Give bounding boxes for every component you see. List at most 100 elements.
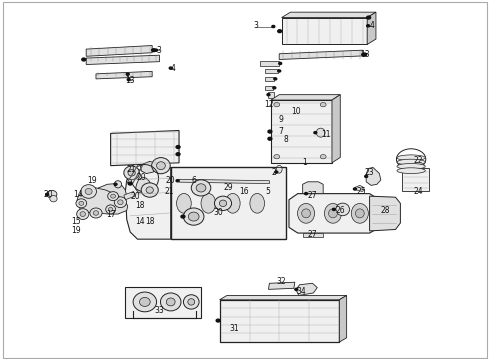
Ellipse shape (274, 103, 280, 107)
Ellipse shape (215, 196, 232, 211)
Text: 20: 20 (166, 176, 175, 185)
Circle shape (367, 16, 370, 19)
Ellipse shape (183, 295, 199, 309)
Circle shape (365, 175, 368, 177)
Circle shape (305, 193, 308, 195)
Circle shape (367, 25, 369, 27)
Text: 5: 5 (266, 187, 270, 196)
Text: 17: 17 (106, 210, 115, 219)
Text: 19: 19 (88, 176, 98, 185)
Ellipse shape (108, 192, 119, 201)
Text: 20: 20 (137, 173, 146, 182)
Text: 30: 30 (213, 208, 223, 217)
Ellipse shape (397, 168, 425, 174)
Polygon shape (96, 71, 152, 79)
Text: 9: 9 (278, 114, 283, 123)
Text: 11: 11 (321, 130, 330, 139)
Ellipse shape (397, 155, 425, 161)
Ellipse shape (336, 203, 349, 216)
Ellipse shape (152, 158, 170, 174)
Text: 33: 33 (155, 306, 164, 315)
Ellipse shape (351, 203, 368, 223)
Circle shape (267, 94, 270, 96)
Text: 13: 13 (360, 50, 369, 59)
Ellipse shape (397, 163, 425, 169)
Polygon shape (86, 55, 159, 64)
Circle shape (176, 180, 179, 182)
Ellipse shape (329, 209, 337, 218)
Text: 25: 25 (356, 187, 366, 196)
Circle shape (295, 288, 298, 291)
Bar (269, 92, 274, 98)
Ellipse shape (50, 195, 57, 202)
Ellipse shape (324, 203, 342, 223)
Ellipse shape (320, 154, 326, 159)
Text: 18: 18 (145, 217, 154, 226)
Ellipse shape (140, 297, 150, 306)
Circle shape (279, 62, 282, 64)
Ellipse shape (320, 103, 326, 107)
Polygon shape (124, 192, 135, 200)
Ellipse shape (157, 162, 165, 170)
Ellipse shape (141, 183, 158, 197)
Text: 12: 12 (265, 100, 274, 109)
Text: 3: 3 (254, 21, 259, 30)
Polygon shape (179, 179, 270, 184)
Bar (220, 300, 339, 342)
Text: 7: 7 (278, 127, 283, 136)
Text: 10: 10 (292, 107, 301, 116)
Ellipse shape (317, 128, 325, 137)
Circle shape (363, 53, 367, 56)
Polygon shape (91, 184, 127, 206)
Text: 15: 15 (72, 217, 81, 226)
Text: 21: 21 (164, 187, 174, 196)
Bar (265, 77, 274, 81)
Polygon shape (136, 177, 151, 194)
Polygon shape (282, 12, 376, 18)
Circle shape (46, 193, 49, 195)
Circle shape (273, 87, 276, 89)
Ellipse shape (225, 193, 240, 213)
Bar (265, 69, 278, 73)
Text: 20: 20 (44, 190, 53, 199)
Circle shape (216, 319, 220, 322)
Ellipse shape (85, 188, 92, 194)
Ellipse shape (118, 200, 123, 204)
Ellipse shape (106, 205, 116, 214)
Text: 21: 21 (127, 166, 136, 175)
Text: 19: 19 (72, 226, 81, 235)
Ellipse shape (79, 201, 84, 205)
Ellipse shape (47, 190, 57, 198)
Circle shape (181, 215, 185, 218)
Ellipse shape (191, 180, 211, 196)
Ellipse shape (201, 193, 216, 213)
Ellipse shape (76, 209, 89, 220)
Ellipse shape (355, 209, 364, 218)
Ellipse shape (302, 209, 311, 218)
Ellipse shape (220, 200, 227, 207)
Circle shape (176, 145, 180, 148)
Text: 32: 32 (277, 276, 286, 285)
Bar (282, 18, 367, 44)
Text: 14: 14 (73, 190, 83, 199)
Text: 16: 16 (239, 187, 249, 196)
Polygon shape (269, 282, 295, 289)
Polygon shape (125, 167, 171, 239)
Ellipse shape (108, 207, 113, 211)
Ellipse shape (76, 199, 87, 208)
Ellipse shape (250, 193, 265, 213)
Text: 6: 6 (191, 176, 196, 185)
Text: 4: 4 (171, 64, 175, 73)
Circle shape (272, 26, 275, 28)
Ellipse shape (276, 165, 282, 173)
Ellipse shape (124, 166, 140, 180)
Circle shape (268, 137, 272, 140)
Circle shape (278, 70, 281, 72)
Text: 27: 27 (308, 190, 317, 199)
Polygon shape (220, 296, 346, 300)
Text: 3: 3 (156, 46, 161, 55)
Text: 23: 23 (365, 168, 374, 177)
Circle shape (126, 73, 129, 75)
Circle shape (82, 58, 86, 61)
Text: 26: 26 (335, 206, 345, 215)
